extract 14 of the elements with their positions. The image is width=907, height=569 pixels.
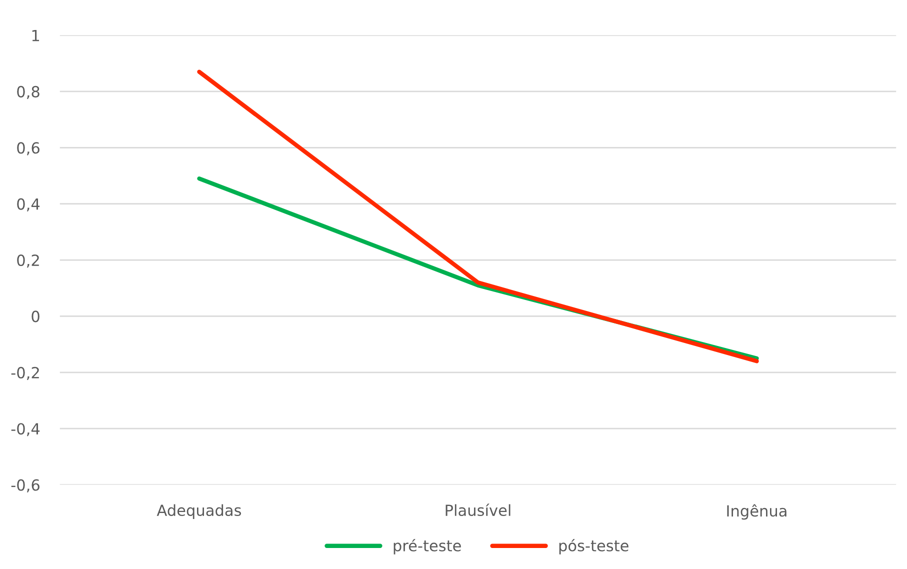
legend-label: pós-teste	[559, 538, 628, 554]
y-tick-label: 0,4	[17, 198, 40, 212]
y-tick-label: -0,4	[11, 423, 40, 436]
y-tick-label: -0,2	[11, 366, 39, 380]
y-tick-label: 0,8	[17, 86, 40, 100]
x-tick-label: Adequadas	[156, 504, 242, 520]
y-tick-label: 1	[32, 30, 40, 42]
legend-label: pré-teste	[394, 538, 461, 554]
y-tick-label: -0,6	[11, 479, 40, 492]
x-tick-label: Plausível	[446, 504, 510, 516]
x-tick-label: Ingênua	[727, 504, 786, 520]
y-tick-label: 0	[32, 310, 40, 322]
y-tick-label: 0,6	[17, 142, 40, 156]
y-tick-label: 0,2	[17, 254, 39, 268]
